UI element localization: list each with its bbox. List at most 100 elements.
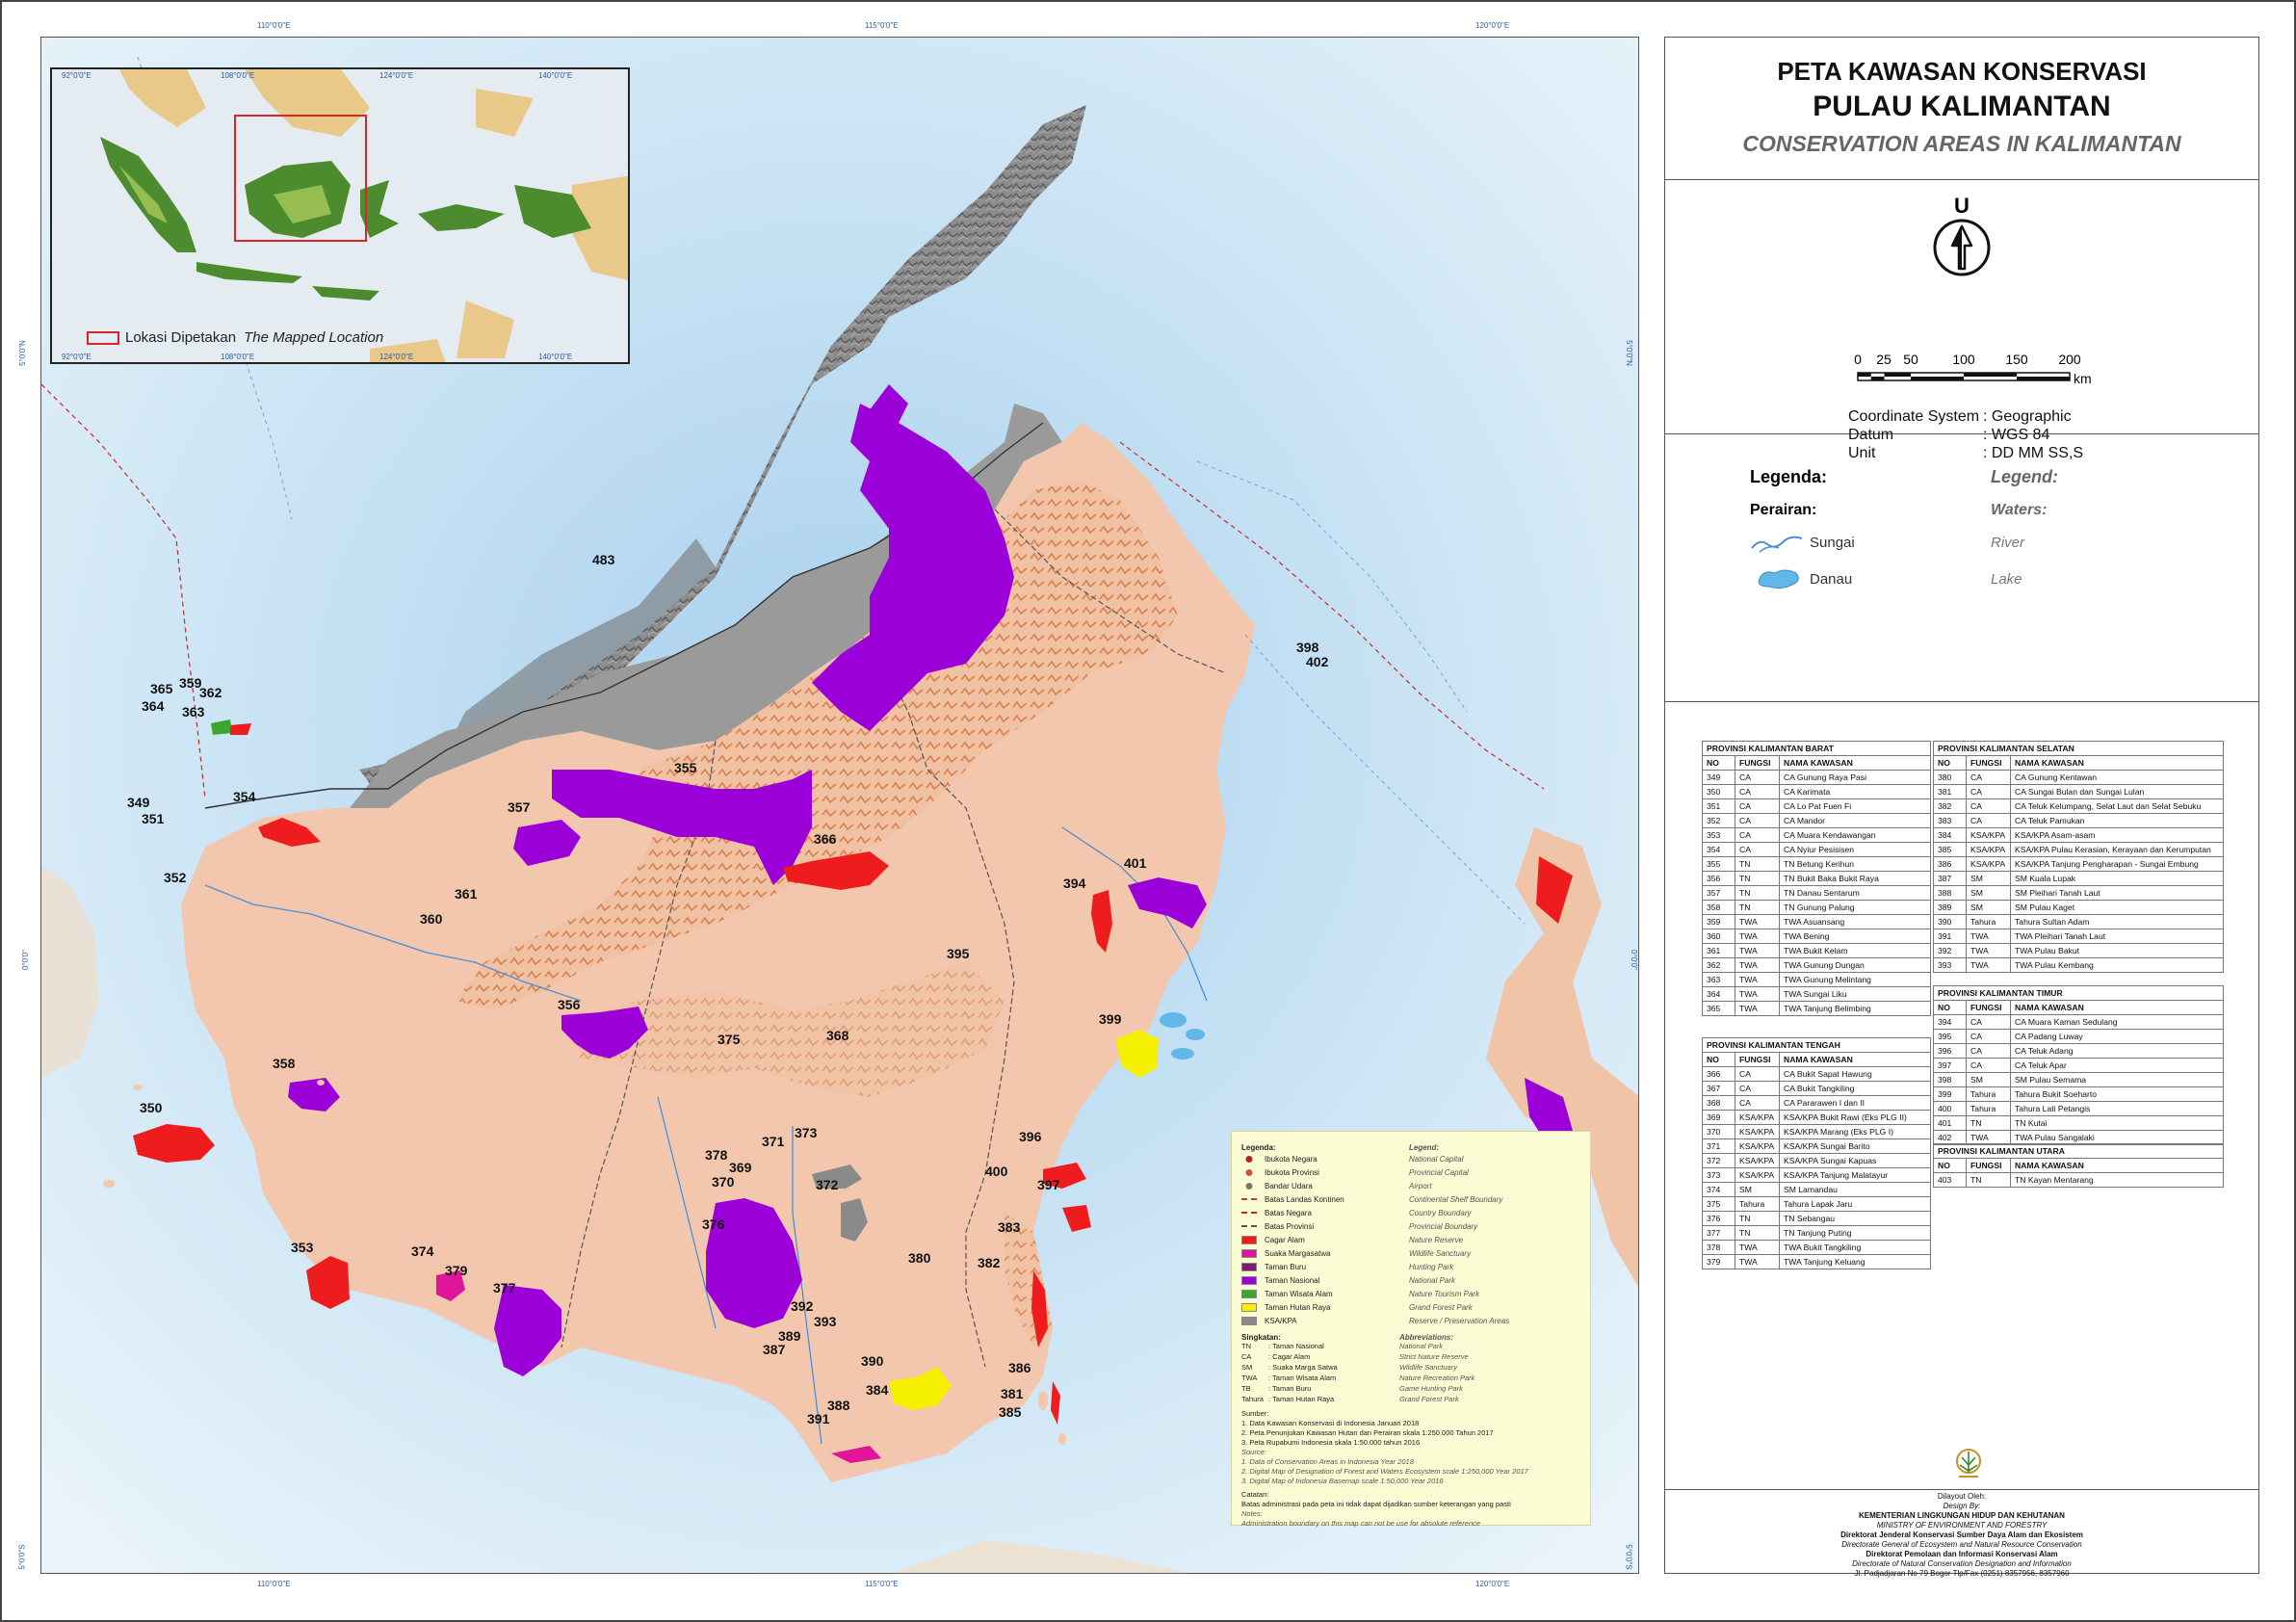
- cell-no: 357: [1702, 885, 1735, 901]
- cell-no: 401: [1933, 1115, 1967, 1131]
- grid-label-top-110: 110°0'0"E: [257, 21, 291, 30]
- scale-tick-0: 0: [1854, 352, 1862, 367]
- cell-no: 386: [1933, 856, 1967, 872]
- area-label-350: 350: [140, 1100, 163, 1115]
- column-header-no: NO: [1933, 1158, 1967, 1173]
- cell-nama: CA Bukit Sapat Hawung: [1779, 1066, 1931, 1082]
- cell-nama: SM Pulau Semama: [2010, 1072, 2224, 1087]
- area-label-393: 393: [814, 1314, 837, 1329]
- area-label-402: 402: [1306, 654, 1329, 669]
- map-legend-item: Cagar Alam Nature Reserve: [1241, 1233, 1580, 1246]
- area-label-356: 356: [558, 997, 581, 1012]
- area-label-385: 385: [999, 1404, 1022, 1420]
- table-kalimantan-timur: PROVINSI KALIMANTAN TIMUR NO FUNGSI NAMA KA…: [1933, 985, 2224, 1145]
- table-row: 391 TWA TWA Pleihari Tanah Laut: [1933, 929, 2224, 944]
- datum-value: : WGS 84: [1983, 427, 2050, 443]
- map-legend-box: Legenda: Legend: Ibukota Negara National C…: [1231, 1131, 1591, 1528]
- legend-label-id: Bandar Udara: [1265, 1181, 1313, 1190]
- cell-no: 355: [1702, 856, 1735, 872]
- legend-swatch-icon: [1241, 1235, 1257, 1244]
- legend-label-id: Taman Wisata Alam: [1265, 1289, 1333, 1298]
- grid-label-left-5n: 5°0'0"N: [17, 340, 27, 366]
- ca-karimata: [133, 1124, 215, 1163]
- legend-swatch-icon: [1241, 1212, 1257, 1214]
- sabah-sarawak-relief: [359, 105, 1086, 808]
- area-label-383: 383: [998, 1219, 1021, 1235]
- inset-grid-top-1: 108°0'0"E: [221, 71, 255, 80]
- sulawesi-land: [1486, 827, 1638, 1287]
- legend-label-id: Cagar Alam: [1265, 1235, 1305, 1244]
- column-header-no: NO: [1933, 1000, 1967, 1015]
- abbreviation-list: TN: Taman Nasional National Park CA: Cagar…: [1241, 1342, 1580, 1405]
- cell-nama: CA Muara Kendawangan: [1779, 827, 1931, 843]
- cell-no: 403: [1933, 1172, 1967, 1188]
- cell-fungsi: KSA/KPA: [1966, 827, 2011, 843]
- cell-fungsi: TN: [1735, 900, 1780, 915]
- cell-fungsi: TN: [1735, 885, 1780, 901]
- column-header-nama: NAMA KAWASAN: [1779, 1052, 1931, 1067]
- cell-no: 368: [1702, 1095, 1735, 1111]
- legend-label-id: Taman Buru: [1265, 1262, 1307, 1271]
- abbreviation-k: SM: [1241, 1363, 1253, 1372]
- table-row: 360 TWA TWA Bening: [1702, 929, 1931, 944]
- table-row: 398 SM SM Pulau Semama: [1933, 1072, 2224, 1087]
- table-row: 349 CA CA Gunung Raya Pasi: [1702, 770, 1931, 785]
- tn-tanjung-puting: [494, 1285, 561, 1376]
- area-label-352: 352: [164, 870, 187, 885]
- source-1: 1. Data Kawasan Konservasi di Indonesia …: [1241, 1419, 1420, 1427]
- map-legend-item: Taman Nasional National Park: [1241, 1273, 1580, 1287]
- cell-nama: SM Kuala Lupak: [2010, 871, 2224, 886]
- cell-no: 389: [1933, 900, 1967, 915]
- cell-fungsi: Tahura: [1966, 914, 2011, 929]
- directorate-en: Directorate of Natural Conservation Desi…: [1852, 1559, 2072, 1568]
- cell-nama: CA Mandor: [1779, 813, 1931, 828]
- legend-label-en: Wildlife Sanctuary: [1409, 1248, 1471, 1258]
- abbreviation-row: TWA: Taman Wisata Alam Nature Recreation …: [1241, 1373, 1580, 1384]
- area-label-401: 401: [1124, 855, 1147, 871]
- area-label-368: 368: [826, 1028, 849, 1043]
- source-2: 2. Peta Penunjukan Kawasan Hutan dan Per…: [1241, 1428, 1494, 1437]
- layout-by-id: Dilayout Oleh:: [1937, 1492, 1987, 1501]
- inset-grid-bottom-3: 140°0'0"E: [538, 353, 573, 361]
- cell-fungsi: CA: [1735, 784, 1780, 799]
- abbr-title-id: Singkatan:: [1241, 1333, 1281, 1342]
- tn-bukit-baka-bukit-raya: [561, 1007, 648, 1059]
- area-label-349: 349: [127, 795, 150, 810]
- legend-label-id: Batas Landas Kontinen: [1265, 1194, 1344, 1204]
- legend-title-id: Legenda:: [1750, 467, 1828, 486]
- cell-fungsi: CA: [1735, 1081, 1780, 1096]
- area-label-366: 366: [814, 831, 837, 847]
- table-row: 363 TWA TWA Gunung Melintang: [1702, 972, 1931, 987]
- legend-label-en: Nature Tourism Park: [1409, 1289, 1480, 1298]
- cell-fungsi: TN: [1966, 1172, 2011, 1188]
- legend-swatch-icon: [1241, 1302, 1257, 1312]
- table-row: 371 KSA/KPA KSA/KPA Sungai Barito: [1702, 1138, 1931, 1154]
- cell-no: 398: [1933, 1072, 1967, 1087]
- cell-nama: CA Gunung Raya Pasi: [1779, 770, 1931, 785]
- cell-nama: KSA/KPA Pulau Kerasian, Kerayaan dan Ker…: [2010, 842, 2224, 857]
- abbr-title-en: Abbreviations:: [1399, 1333, 1454, 1342]
- legend-label-id: KSA/KPA: [1265, 1316, 1297, 1325]
- cell-no: 356: [1702, 871, 1735, 886]
- cell-no: 369: [1702, 1110, 1735, 1125]
- cell-nama: TN Kutai: [2010, 1115, 2224, 1131]
- waters-title-id: Perairan:: [1750, 502, 1817, 518]
- table-row: 372 KSA/KPA KSA/KPA Sungai Kapuas: [1702, 1153, 1931, 1168]
- map-title-id-line1: PETA KAWASAN KONSERVASI: [1777, 57, 2147, 86]
- cell-nama: TWA Pleihari Tanah Laut: [2010, 929, 2224, 944]
- cell-nama: KSA/KPA Tanjung Pengharapan - Sungai Emb…: [2010, 856, 2224, 872]
- cell-nama: CA Nyiur Pesisisen: [1779, 842, 1931, 857]
- table-kalimantan-selatan: PROVINSI KALIMANTAN SELATAN NO FUNGSI NAMA …: [1933, 741, 2224, 973]
- abbreviation-row: CA: Cagar Alam Strict Nature Reserve: [1241, 1352, 1580, 1363]
- area-label-394: 394: [1063, 876, 1086, 891]
- cell-nama: TWA Sungai Liku: [1779, 986, 1931, 1002]
- table-row: 389 SM SM Pulau Kaget: [1933, 900, 2224, 915]
- legend-swatch-icon: [1241, 1275, 1257, 1285]
- area-label-399: 399: [1099, 1011, 1122, 1027]
- cell-nama: TWA Tanjung Keluang: [1779, 1254, 1931, 1269]
- cell-fungsi: Tahura: [1966, 1101, 2011, 1116]
- area-label-382: 382: [978, 1255, 1001, 1270]
- area-label-362: 362: [199, 685, 222, 700]
- area-label-389: 389: [778, 1328, 801, 1344]
